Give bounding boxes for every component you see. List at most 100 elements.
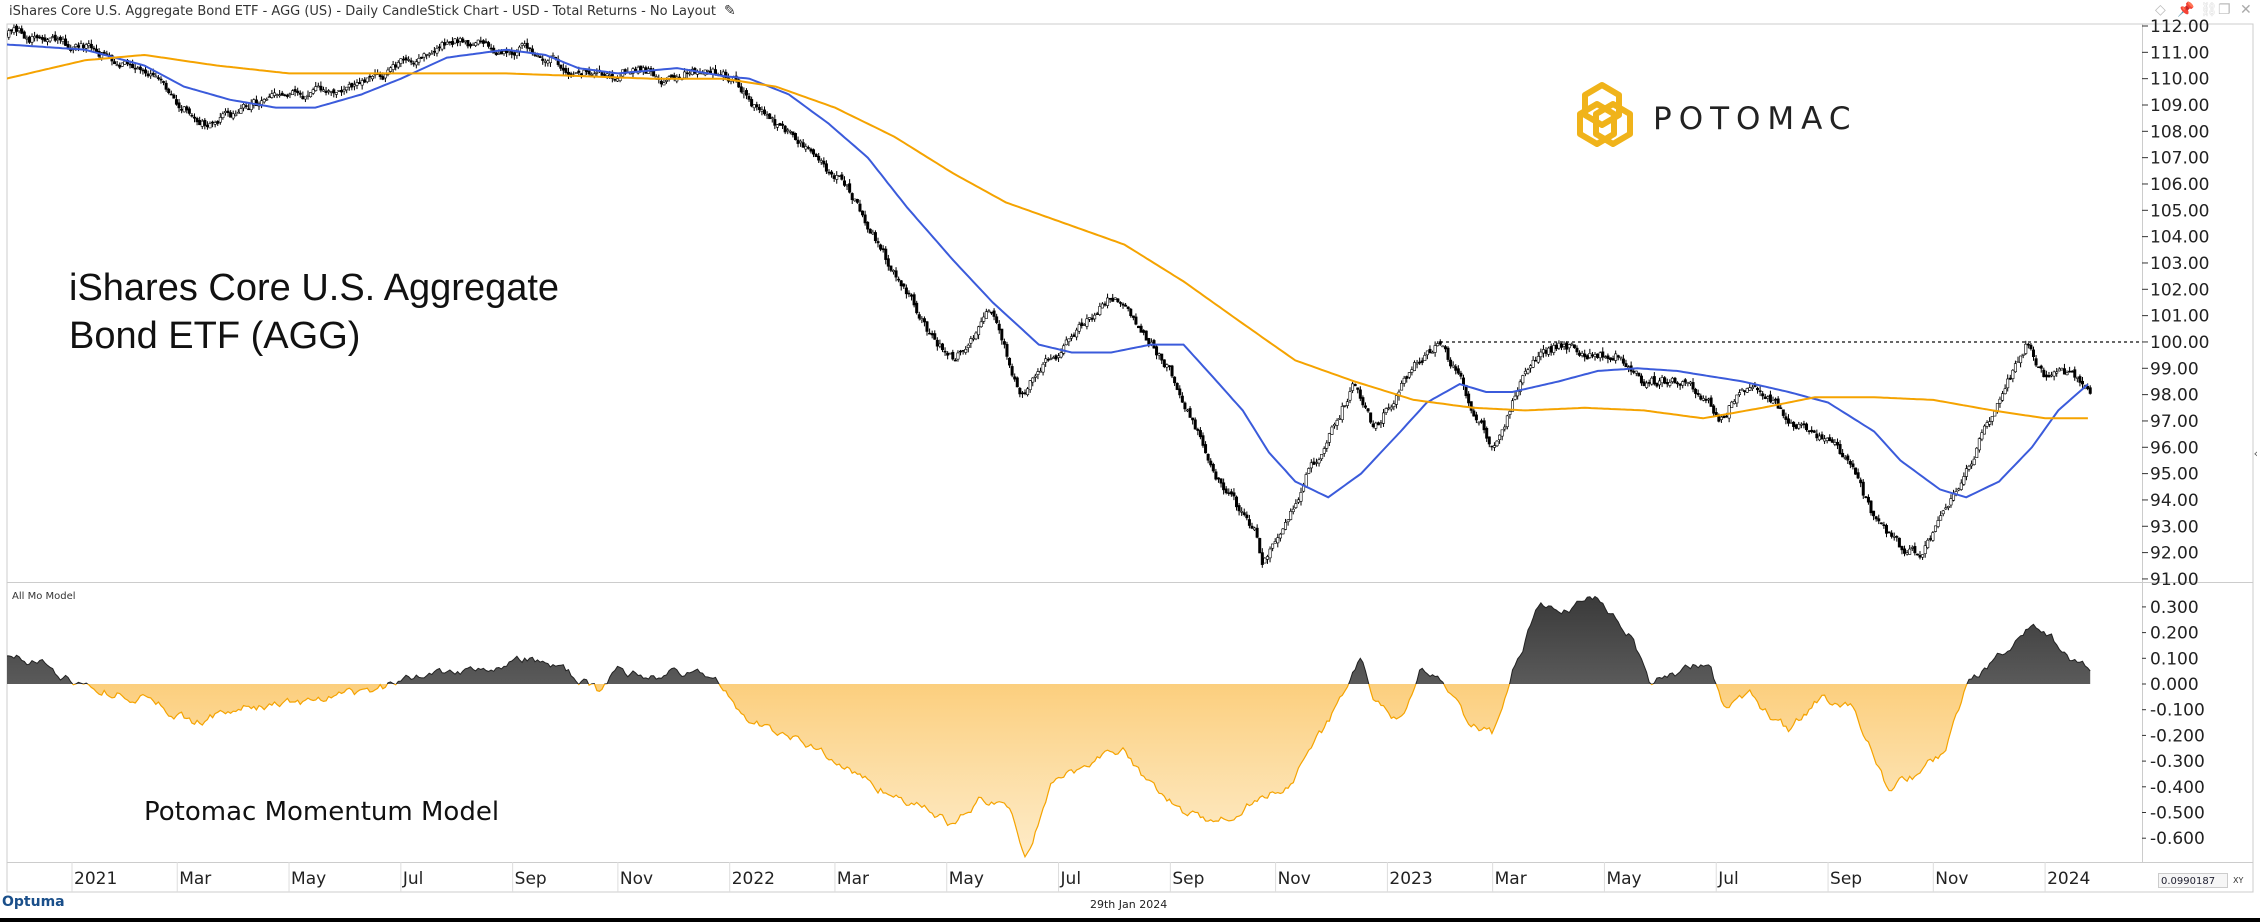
candle [1668, 379, 1672, 388]
candle [1864, 496, 1868, 499]
candle [1098, 302, 1102, 317]
pencil-icon[interactable]: ✎ [723, 3, 736, 19]
candle [1348, 387, 1352, 404]
candle [917, 311, 921, 321]
candle [1737, 389, 1741, 397]
candle [822, 157, 826, 168]
candle [1013, 373, 1017, 382]
candle [2073, 366, 2077, 381]
close-icon[interactable]: ✕ [2240, 2, 2252, 18]
candle [167, 87, 171, 95]
candle [1696, 389, 1700, 397]
candle [1601, 347, 1605, 361]
candle [56, 36, 60, 44]
candle [311, 87, 315, 96]
candle [1131, 315, 1135, 321]
y-tick-label: 99.00 [2150, 359, 2199, 379]
candle [2055, 367, 2059, 377]
candle [1165, 363, 1169, 372]
candle [1567, 343, 1571, 353]
candle [20, 25, 24, 35]
y-axis[interactable]: 112.00 111.00 110.00 109.00 108.00 107.00 106.… [2142, 17, 2209, 849]
candle [1446, 346, 1450, 363]
candle [2052, 370, 2056, 381]
candle [961, 349, 965, 355]
y-tick-label: 104.00 [2150, 228, 2209, 248]
candle [1299, 487, 1303, 506]
candle [64, 34, 68, 46]
candle [1265, 554, 1269, 564]
candle [1281, 527, 1285, 535]
candle [1923, 541, 1927, 558]
y-tick-label: 112.00 [2150, 17, 2209, 37]
candle [1219, 478, 1223, 488]
diamond-icon[interactable]: ◇ [2155, 2, 2166, 18]
xy-lock-button[interactable]: XY [2233, 876, 2244, 885]
candle [1562, 341, 1566, 350]
candle [1830, 437, 1834, 443]
candle [2029, 343, 2033, 351]
candle [984, 308, 988, 319]
candle [1449, 357, 1453, 369]
candle [1461, 374, 1465, 390]
candle [399, 58, 403, 68]
candle [1990, 416, 1994, 426]
candle [1410, 366, 1414, 376]
candle [959, 349, 963, 356]
momentum-label: Potomac Momentum Model [144, 797, 499, 827]
candle [265, 97, 269, 101]
candle [1010, 363, 1014, 378]
candle [2044, 370, 2048, 381]
candle [1142, 329, 1146, 336]
candle [1980, 429, 1984, 442]
candle [113, 58, 117, 65]
link-icon[interactable]: ⛓ [2200, 2, 2218, 18]
collapse-arrow-icon[interactable]: ‹ [2254, 447, 2258, 460]
candle [1240, 507, 1244, 516]
candle [858, 199, 862, 213]
candle [1825, 437, 1829, 444]
candle [1224, 486, 1228, 495]
candle [296, 87, 300, 96]
candle [1456, 365, 1460, 375]
candle [1658, 377, 1662, 389]
candle [221, 111, 225, 120]
y-tick-label: 103.00 [2150, 254, 2209, 274]
potomac-logo: POTOMAC [1577, 82, 1850, 147]
restore-icon[interactable]: ❐ [2218, 2, 2231, 18]
candle [755, 101, 759, 111]
candle [1508, 410, 1512, 419]
candle [342, 85, 346, 95]
candle [938, 339, 942, 349]
candle [1833, 439, 1837, 447]
candle [1160, 353, 1164, 365]
candle [247, 104, 251, 111]
candle [131, 59, 135, 69]
candle [886, 254, 890, 271]
candle [2034, 355, 2038, 368]
y-tick-label: -0.200 [2150, 726, 2205, 746]
candle [146, 70, 150, 78]
candle [912, 292, 916, 308]
candle [355, 79, 359, 90]
candle [1952, 489, 1956, 502]
candle [1000, 328, 1004, 345]
candle [1216, 477, 1220, 483]
candle [1962, 472, 1966, 486]
candle [835, 171, 839, 184]
candle [1400, 380, 1404, 391]
candle [1245, 511, 1249, 521]
pin-icon[interactable]: 📌 [2177, 2, 2195, 18]
x-axis[interactable]: 2021 Mar May Jul Sep Nov 2022 Mar May Jul Sep Nov 20… [71, 862, 2090, 892]
candle [1557, 340, 1561, 350]
candle [1985, 420, 1989, 429]
y-tick-label: 110.00 [2150, 70, 2209, 90]
candle [1575, 345, 1579, 356]
candle [1766, 395, 1770, 403]
candle [1890, 530, 1894, 539]
candle [435, 45, 439, 57]
candle [1312, 457, 1316, 465]
candle [1539, 348, 1543, 361]
candle [1879, 522, 1883, 525]
